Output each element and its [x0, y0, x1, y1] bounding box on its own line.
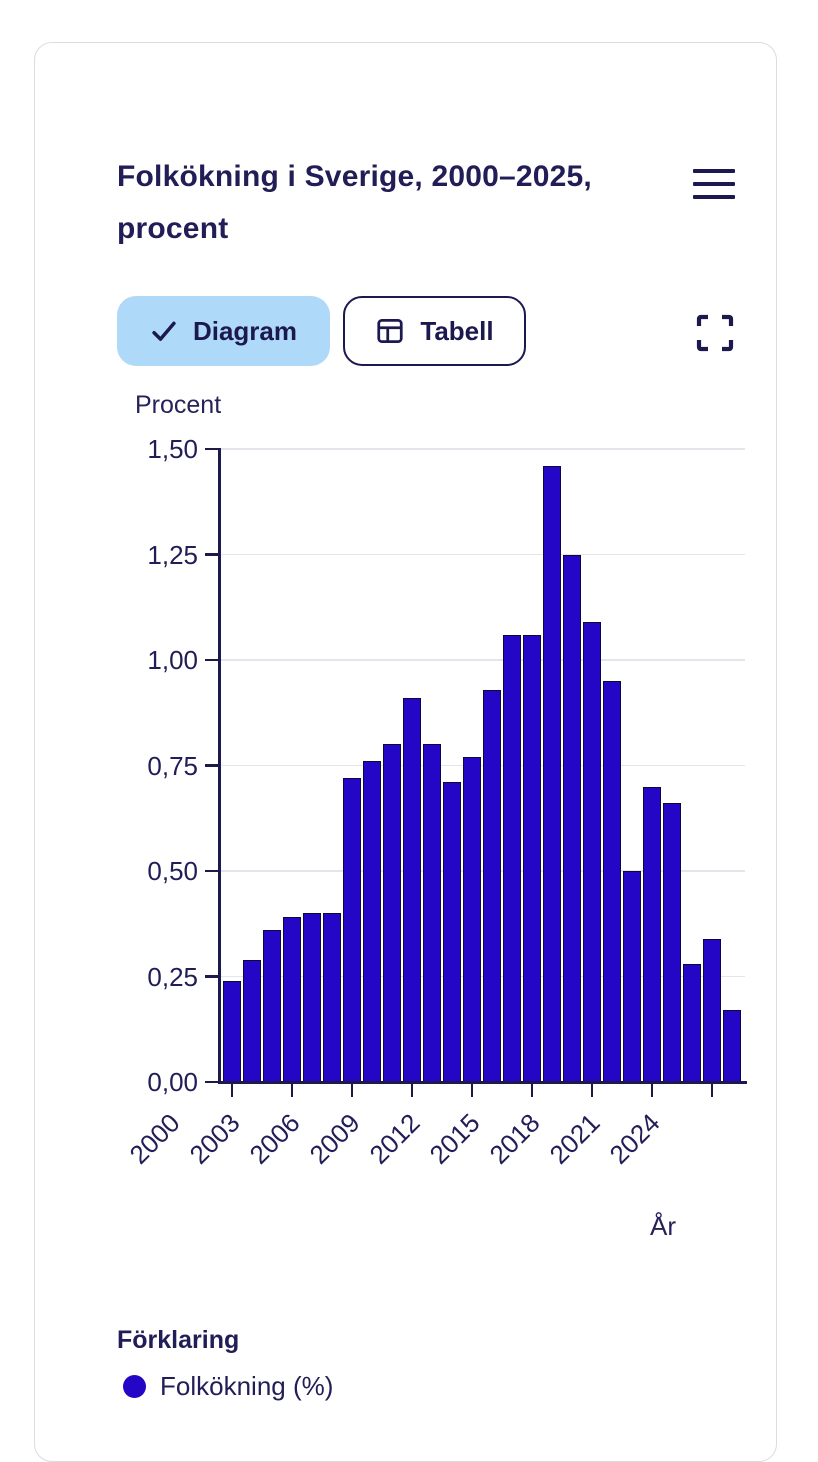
chart-widget: Folkökning i Sverige, 2000–2025, procent… — [34, 42, 777, 1462]
bar-2016[interactable] — [543, 465, 561, 1082]
bar-2006[interactable] — [343, 778, 361, 1082]
x-axis-tick — [290, 1083, 294, 1097]
y-axis-tick-label: 1,25 — [147, 539, 198, 570]
y-axis-tick — [205, 447, 218, 451]
bar-2025[interactable] — [723, 1010, 741, 1082]
bar-2018[interactable] — [583, 622, 601, 1082]
x-axis-tick-label: 2012 — [363, 1107, 426, 1170]
bar-2001[interactable] — [243, 959, 261, 1082]
x-axis-tick-label: 2021 — [543, 1107, 606, 1170]
x-axis-tick-label: 2000 — [123, 1107, 186, 1170]
x-axis-tick — [230, 1083, 234, 1097]
fullscreen-icon — [695, 313, 735, 353]
y-axis-tick — [205, 975, 218, 978]
bar-2021[interactable] — [643, 786, 661, 1082]
y-axis-tick-label: 0,00 — [147, 1067, 198, 1097]
gridline — [218, 975, 745, 978]
x-axis-tick-label: 2003 — [183, 1107, 246, 1170]
y-axis-tick — [205, 869, 218, 873]
y-axis-tick-label: 0,25 — [147, 961, 198, 992]
gridline — [218, 764, 745, 767]
gridline — [218, 448, 745, 450]
y-axis-title: Procent — [135, 391, 222, 419]
bar-2008[interactable] — [383, 744, 401, 1082]
y-axis-tick-label: 1,00 — [147, 645, 198, 675]
bar-2022[interactable] — [663, 803, 681, 1082]
tab-diagram-label: Diagram — [192, 315, 298, 346]
context-menu-button[interactable] — [689, 159, 739, 209]
bar-2014[interactable] — [503, 634, 521, 1082]
x-axis-tick-label: 2015 — [423, 1107, 486, 1170]
bar-2013[interactable] — [483, 689, 501, 1082]
hamburger-icon — [689, 169, 739, 199]
bar-2019[interactable] — [603, 681, 621, 1082]
tab-tabell-label: Tabell — [420, 315, 494, 346]
checkmark-icon — [150, 317, 178, 345]
y-axis-tick-label: 0,50 — [147, 856, 198, 886]
bar-2017[interactable] — [563, 554, 581, 1082]
y-axis-tick — [205, 1080, 218, 1084]
tab-diagram[interactable]: Diagram — [117, 296, 330, 366]
x-axis-tick — [350, 1083, 354, 1097]
x-axis-title: År — [650, 1211, 676, 1241]
bar-2000[interactable] — [223, 980, 241, 1082]
x-axis-tick — [710, 1083, 714, 1097]
bar-2003[interactable] — [283, 917, 301, 1082]
gridline — [218, 659, 745, 661]
bar-2023[interactable] — [683, 963, 701, 1082]
x-axis-tick-label: 2006 — [243, 1107, 306, 1170]
legend-item-label: Folkökning (%) — [160, 1371, 334, 1401]
y-axis-tick-label: 0,75 — [147, 750, 198, 781]
bar-2015[interactable] — [523, 634, 541, 1082]
bar-2012[interactable] — [463, 757, 481, 1082]
legend-marker-icon — [123, 1375, 146, 1398]
y-axis-tick — [205, 764, 218, 767]
x-axis-tick-label: 2024 — [603, 1107, 666, 1170]
bar-2009[interactable] — [403, 697, 421, 1082]
gridline — [218, 553, 745, 556]
x-axis-tick-label: 2009 — [303, 1107, 366, 1170]
x-axis-tick — [590, 1083, 594, 1097]
bar-2024[interactable] — [703, 938, 721, 1082]
tab-tabell[interactable]: Tabell — [343, 296, 526, 366]
y-axis-tick — [205, 658, 218, 662]
y-axis-tick-label: 1,50 — [147, 434, 198, 464]
x-axis-line — [218, 1081, 747, 1084]
x-axis-tick — [410, 1083, 414, 1097]
table-icon — [375, 316, 405, 346]
bar-2004[interactable] — [303, 913, 321, 1082]
chart-title: Folkökning i Sverige, 2000–2025, procent — [117, 160, 592, 246]
bar-2002[interactable] — [263, 930, 281, 1082]
chart-card: Folkökning i Sverige, 2000–2025, procent… — [34, 42, 777, 1462]
y-axis-line — [218, 448, 221, 1084]
bar-2007[interactable] — [363, 761, 381, 1082]
bar-2005[interactable] — [323, 913, 341, 1082]
x-axis-tick — [470, 1083, 474, 1097]
fullscreen-button[interactable] — [691, 309, 739, 357]
gridline — [218, 870, 745, 872]
legend-item: Folkökning (%) — [123, 1371, 333, 1402]
bar-2010[interactable] — [423, 744, 441, 1082]
x-axis-tick — [650, 1083, 654, 1097]
legend-heading: Förklaring — [117, 1326, 240, 1354]
bar-2011[interactable] — [443, 782, 461, 1082]
x-axis-tick — [530, 1083, 534, 1097]
bar-2020[interactable] — [623, 871, 641, 1082]
x-axis-tick-label: 2018 — [483, 1107, 546, 1170]
y-axis-tick — [205, 553, 218, 556]
